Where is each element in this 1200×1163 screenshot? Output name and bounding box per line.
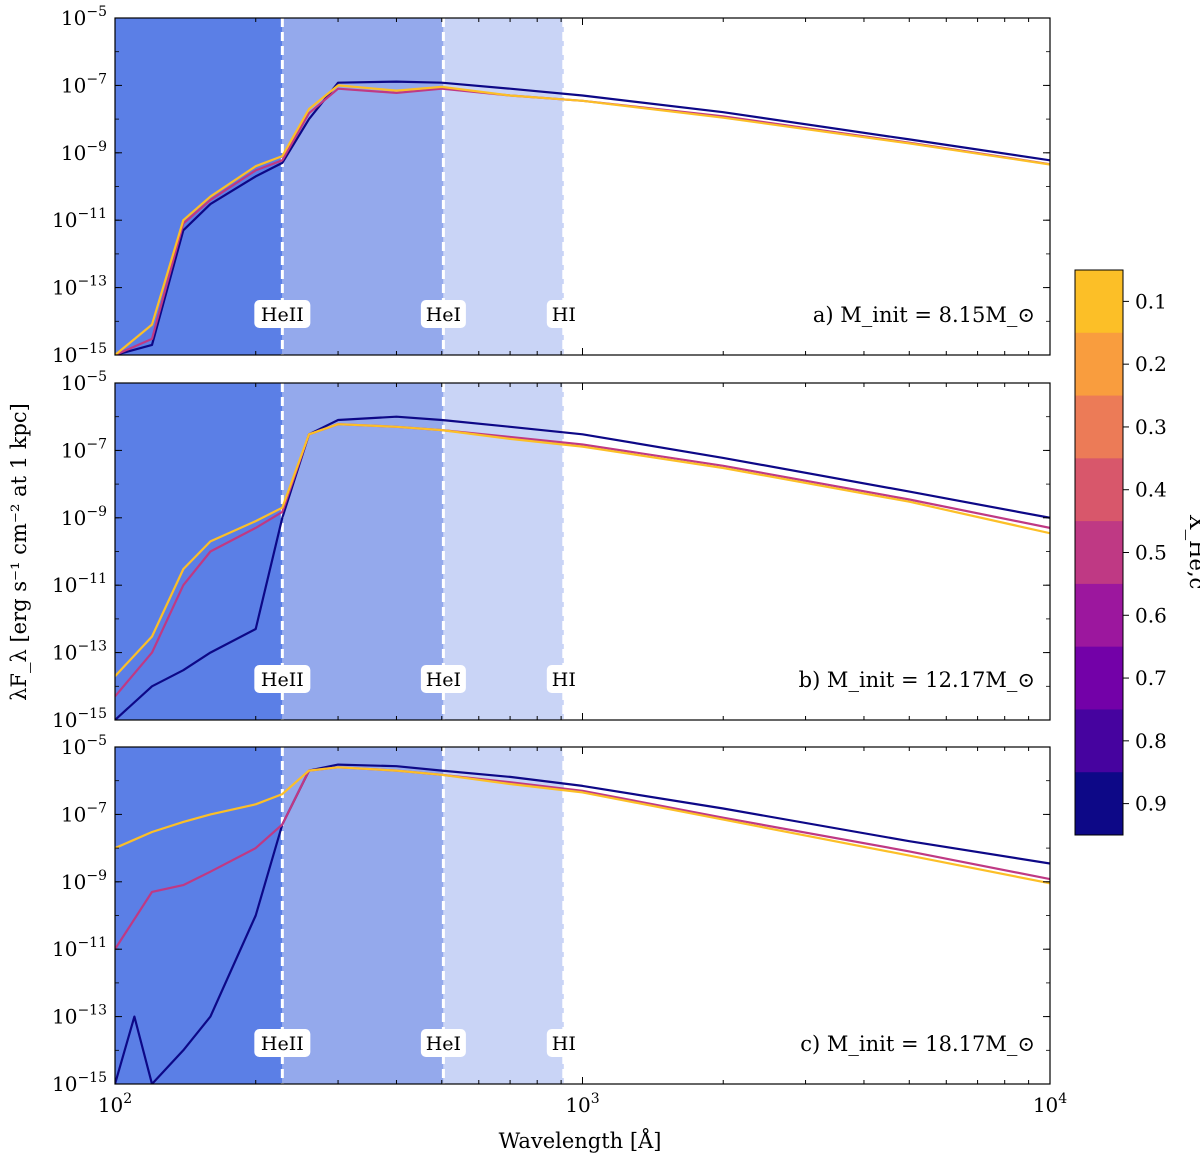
edge-label-box-hi — [546, 665, 581, 693]
band-hei — [282, 18, 444, 355]
x-tick-label: 102 — [98, 1091, 132, 1117]
colorbar: 0.1 0.2 0.3 0.4 0.5 0.6 0.7 0.8 0.9 X_He,c — [1074, 269, 1200, 836]
spectra — [115, 80, 1050, 355]
colorbar-segment — [1075, 583, 1123, 648]
band-hi — [443, 18, 564, 355]
y-tick-label: 10−7 — [61, 71, 107, 97]
edge-label-box-hei — [420, 300, 466, 328]
y-tick-label: 10−9 — [61, 504, 107, 530]
band-heii — [115, 747, 283, 1084]
y-tick-label: 10−13 — [52, 274, 107, 300]
panel-label: c) M_init = 18.17M_⊙ — [800, 1032, 1035, 1056]
x-tick-label: 104 — [1033, 1091, 1067, 1117]
colorbar-tick-label: 0.9 — [1135, 792, 1167, 816]
colorbar-tick-label: 0.7 — [1135, 666, 1167, 690]
panel-a: HeII HeI HI a) M_init = 8.15M_⊙ 10−15 10−13 10… — [52, 4, 1051, 367]
y-axis-label: λF_λ [erg s⁻¹ cm⁻² at 1 kpc] — [7, 403, 31, 701]
colorbar-tick-label: 0.5 — [1135, 541, 1167, 565]
x-tick-label: 103 — [565, 1091, 599, 1117]
y-tick-label: 10−11 — [52, 206, 107, 232]
y-tick-label: 10−15 — [52, 341, 107, 367]
y-tick-label: 10−11 — [52, 571, 107, 597]
edge-label-hi: HI — [552, 1033, 576, 1055]
panel-label: b) M_init = 12.17M_⊙ — [799, 668, 1035, 692]
y-tick-label: 10−13 — [52, 1003, 107, 1029]
colorbar-segment — [1075, 646, 1123, 710]
band-hi — [443, 747, 564, 1084]
edge-label-box-hi — [546, 1029, 581, 1057]
edge-label-box-hei — [420, 1029, 466, 1057]
y-tick-label: 10−5 — [61, 4, 107, 30]
series-line-0 — [115, 415, 1050, 720]
series-line-0 — [115, 763, 1050, 1084]
colorbar-segment — [1075, 458, 1123, 522]
y-tick-label: 10−5 — [61, 369, 107, 395]
edge-label-hei: HeI — [426, 1033, 461, 1055]
y-tick-label: 10−7 — [61, 800, 107, 826]
colorbar-tick-label: 0.2 — [1135, 352, 1167, 376]
series-line-2 — [115, 423, 1050, 677]
band-hei — [282, 383, 444, 720]
edge-label-heii: HeII — [261, 304, 304, 326]
panel-label: a) M_init = 8.15M_⊙ — [813, 303, 1035, 327]
edge-label-heii: HeII — [261, 1033, 304, 1055]
colorbar-tick-label: 0.8 — [1135, 729, 1167, 753]
colorbar-segment — [1075, 270, 1123, 334]
spectra — [115, 415, 1050, 720]
x-axis-label: Wavelength [Å] — [499, 1128, 662, 1153]
panel-c: HeII HeI HI c) M_init = 18.17M_⊙ 10−15 10−13 1… — [52, 733, 1067, 1117]
colorbar-label: X_He,c — [1185, 515, 1200, 590]
colorbar-segment — [1075, 332, 1123, 397]
y-tick-label: 10−7 — [61, 436, 107, 462]
series-line-2 — [115, 84, 1050, 355]
edge-label-box-heii — [254, 665, 311, 693]
edge-label-heii: HeII — [261, 669, 304, 691]
y-tick-label: 10−9 — [61, 139, 107, 165]
edge-label-hi: HI — [552, 669, 576, 691]
edge-label-hei: HeI — [426, 304, 461, 326]
y-tick-label: 10−11 — [52, 935, 107, 961]
edge-label-box-heii — [254, 300, 311, 328]
edge-label-box-hei — [420, 665, 466, 693]
edge-label-hei: HeI — [426, 669, 461, 691]
edge-label-hi: HI — [552, 304, 576, 326]
colorbar-segment — [1075, 521, 1123, 585]
colorbar-segment — [1075, 395, 1123, 459]
band-hei — [282, 747, 444, 1084]
y-tick-label: 10−13 — [52, 639, 107, 665]
band-heii — [115, 18, 283, 355]
y-tick-label: 10−15 — [52, 706, 107, 732]
panel-b: HeII HeI HI b) M_init = 12.17M_⊙ 10−15 10−13 1… — [52, 369, 1051, 732]
y-tick-label: 10−15 — [52, 1070, 107, 1096]
colorbar-segment — [1075, 709, 1123, 773]
y-tick-label: 10−9 — [61, 868, 107, 894]
colorbar-tick-label: 0.6 — [1135, 603, 1167, 627]
colorbar-tick-label: 0.4 — [1135, 478, 1167, 502]
series-line-0 — [115, 80, 1050, 355]
colorbar-tick-label: 0.3 — [1135, 415, 1167, 439]
edge-label-box-heii — [254, 1029, 311, 1057]
panels-layer: HeII HeI HI a) M_init = 8.15M_⊙ 10−15 10−13 10… — [52, 4, 1067, 1117]
y-tick-label: 10−5 — [61, 733, 107, 759]
series-line-2 — [115, 766, 1050, 885]
edge-label-box-hi — [546, 300, 581, 328]
colorbar-tick-label: 0.1 — [1135, 289, 1167, 313]
spectra — [115, 763, 1050, 1084]
colorbar-segment — [1075, 772, 1123, 836]
